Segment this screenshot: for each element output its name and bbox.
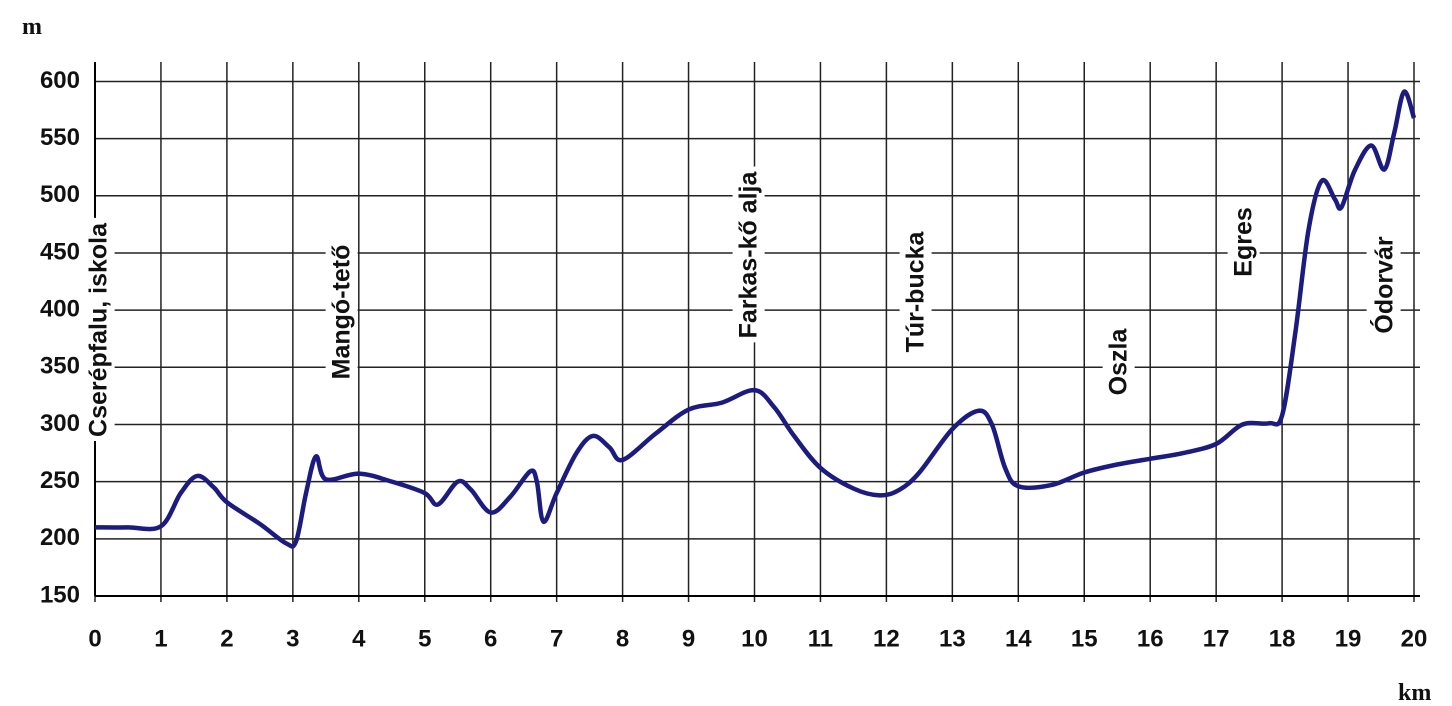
place-label: Farkas-kő alja (732, 166, 765, 343)
x-tick-label: 14 (1005, 625, 1032, 652)
place-label: Cserépfalu, iskola (82, 217, 115, 441)
y-tick-label: 600 (40, 67, 80, 94)
x-tick-label: 6 (484, 625, 497, 652)
y-tick-label: 300 (40, 410, 80, 437)
place-label-text: Cserépfalu, iskola (85, 222, 113, 437)
y-tick-label: 250 (40, 467, 80, 494)
x-tick-label: 9 (682, 625, 695, 652)
x-tick-label: 1 (154, 625, 167, 652)
y-tick-label: 200 (40, 524, 80, 551)
x-tick-label: 0 (88, 625, 101, 652)
place-label: Mangó-tető (325, 240, 358, 384)
place-label-text: Farkas-kő alja (735, 171, 763, 339)
x-tick-label: 19 (1335, 625, 1362, 652)
y-tick-label: 150 (40, 581, 80, 608)
place-label-text: Ódorvár (1369, 236, 1399, 334)
x-tick-label: 10 (741, 625, 768, 652)
place-label-bg (1366, 232, 1401, 338)
y-tick-label: 400 (40, 295, 80, 322)
place-label-bg (1102, 323, 1135, 400)
x-tick-label: 5 (418, 625, 431, 652)
x-axis-label: km (1398, 680, 1431, 706)
place-label-text: Túr-bucka (902, 230, 930, 352)
y-tick-label: 550 (40, 124, 80, 151)
x-tick-label: 3 (286, 625, 299, 652)
x-tick-label: 16 (1137, 625, 1164, 652)
x-tick-label: 17 (1203, 625, 1230, 652)
place-label-bg (899, 226, 932, 357)
place-label: Ódorvár (1366, 232, 1401, 338)
place-label-bg (325, 240, 358, 384)
y-tick-label: 350 (40, 353, 80, 380)
elevation-line (94, 89, 1417, 549)
place-label-text: Egres (1230, 207, 1258, 276)
x-tick-label: 20 (1401, 625, 1428, 652)
place-label: Túr-bucka (899, 226, 932, 357)
place-label: Oszla (1102, 323, 1135, 400)
y-tick-label: 500 (40, 181, 80, 208)
x-tick-label: 13 (939, 625, 966, 652)
x-tick-label: 18 (1269, 625, 1296, 652)
x-tick-label: 15 (1071, 625, 1098, 652)
x-tick-label: 2 (220, 625, 233, 652)
x-tick-label: 8 (616, 625, 629, 652)
place-label-text: Oszla (1105, 328, 1133, 396)
y-tick-label: 450 (40, 238, 80, 265)
place-label-bg (82, 217, 115, 441)
x-tick-label: 4 (352, 625, 366, 652)
x-tick-label: 12 (873, 625, 900, 652)
place-label: Egres (1227, 203, 1260, 281)
y-axis-label: m (22, 14, 42, 40)
place-label-bg (1227, 203, 1260, 281)
place-label-bg (732, 166, 765, 343)
x-tick-label: 11 (808, 625, 833, 652)
x-tick-label: 7 (550, 625, 563, 652)
place-label-text: Mangó-tető (328, 245, 356, 380)
